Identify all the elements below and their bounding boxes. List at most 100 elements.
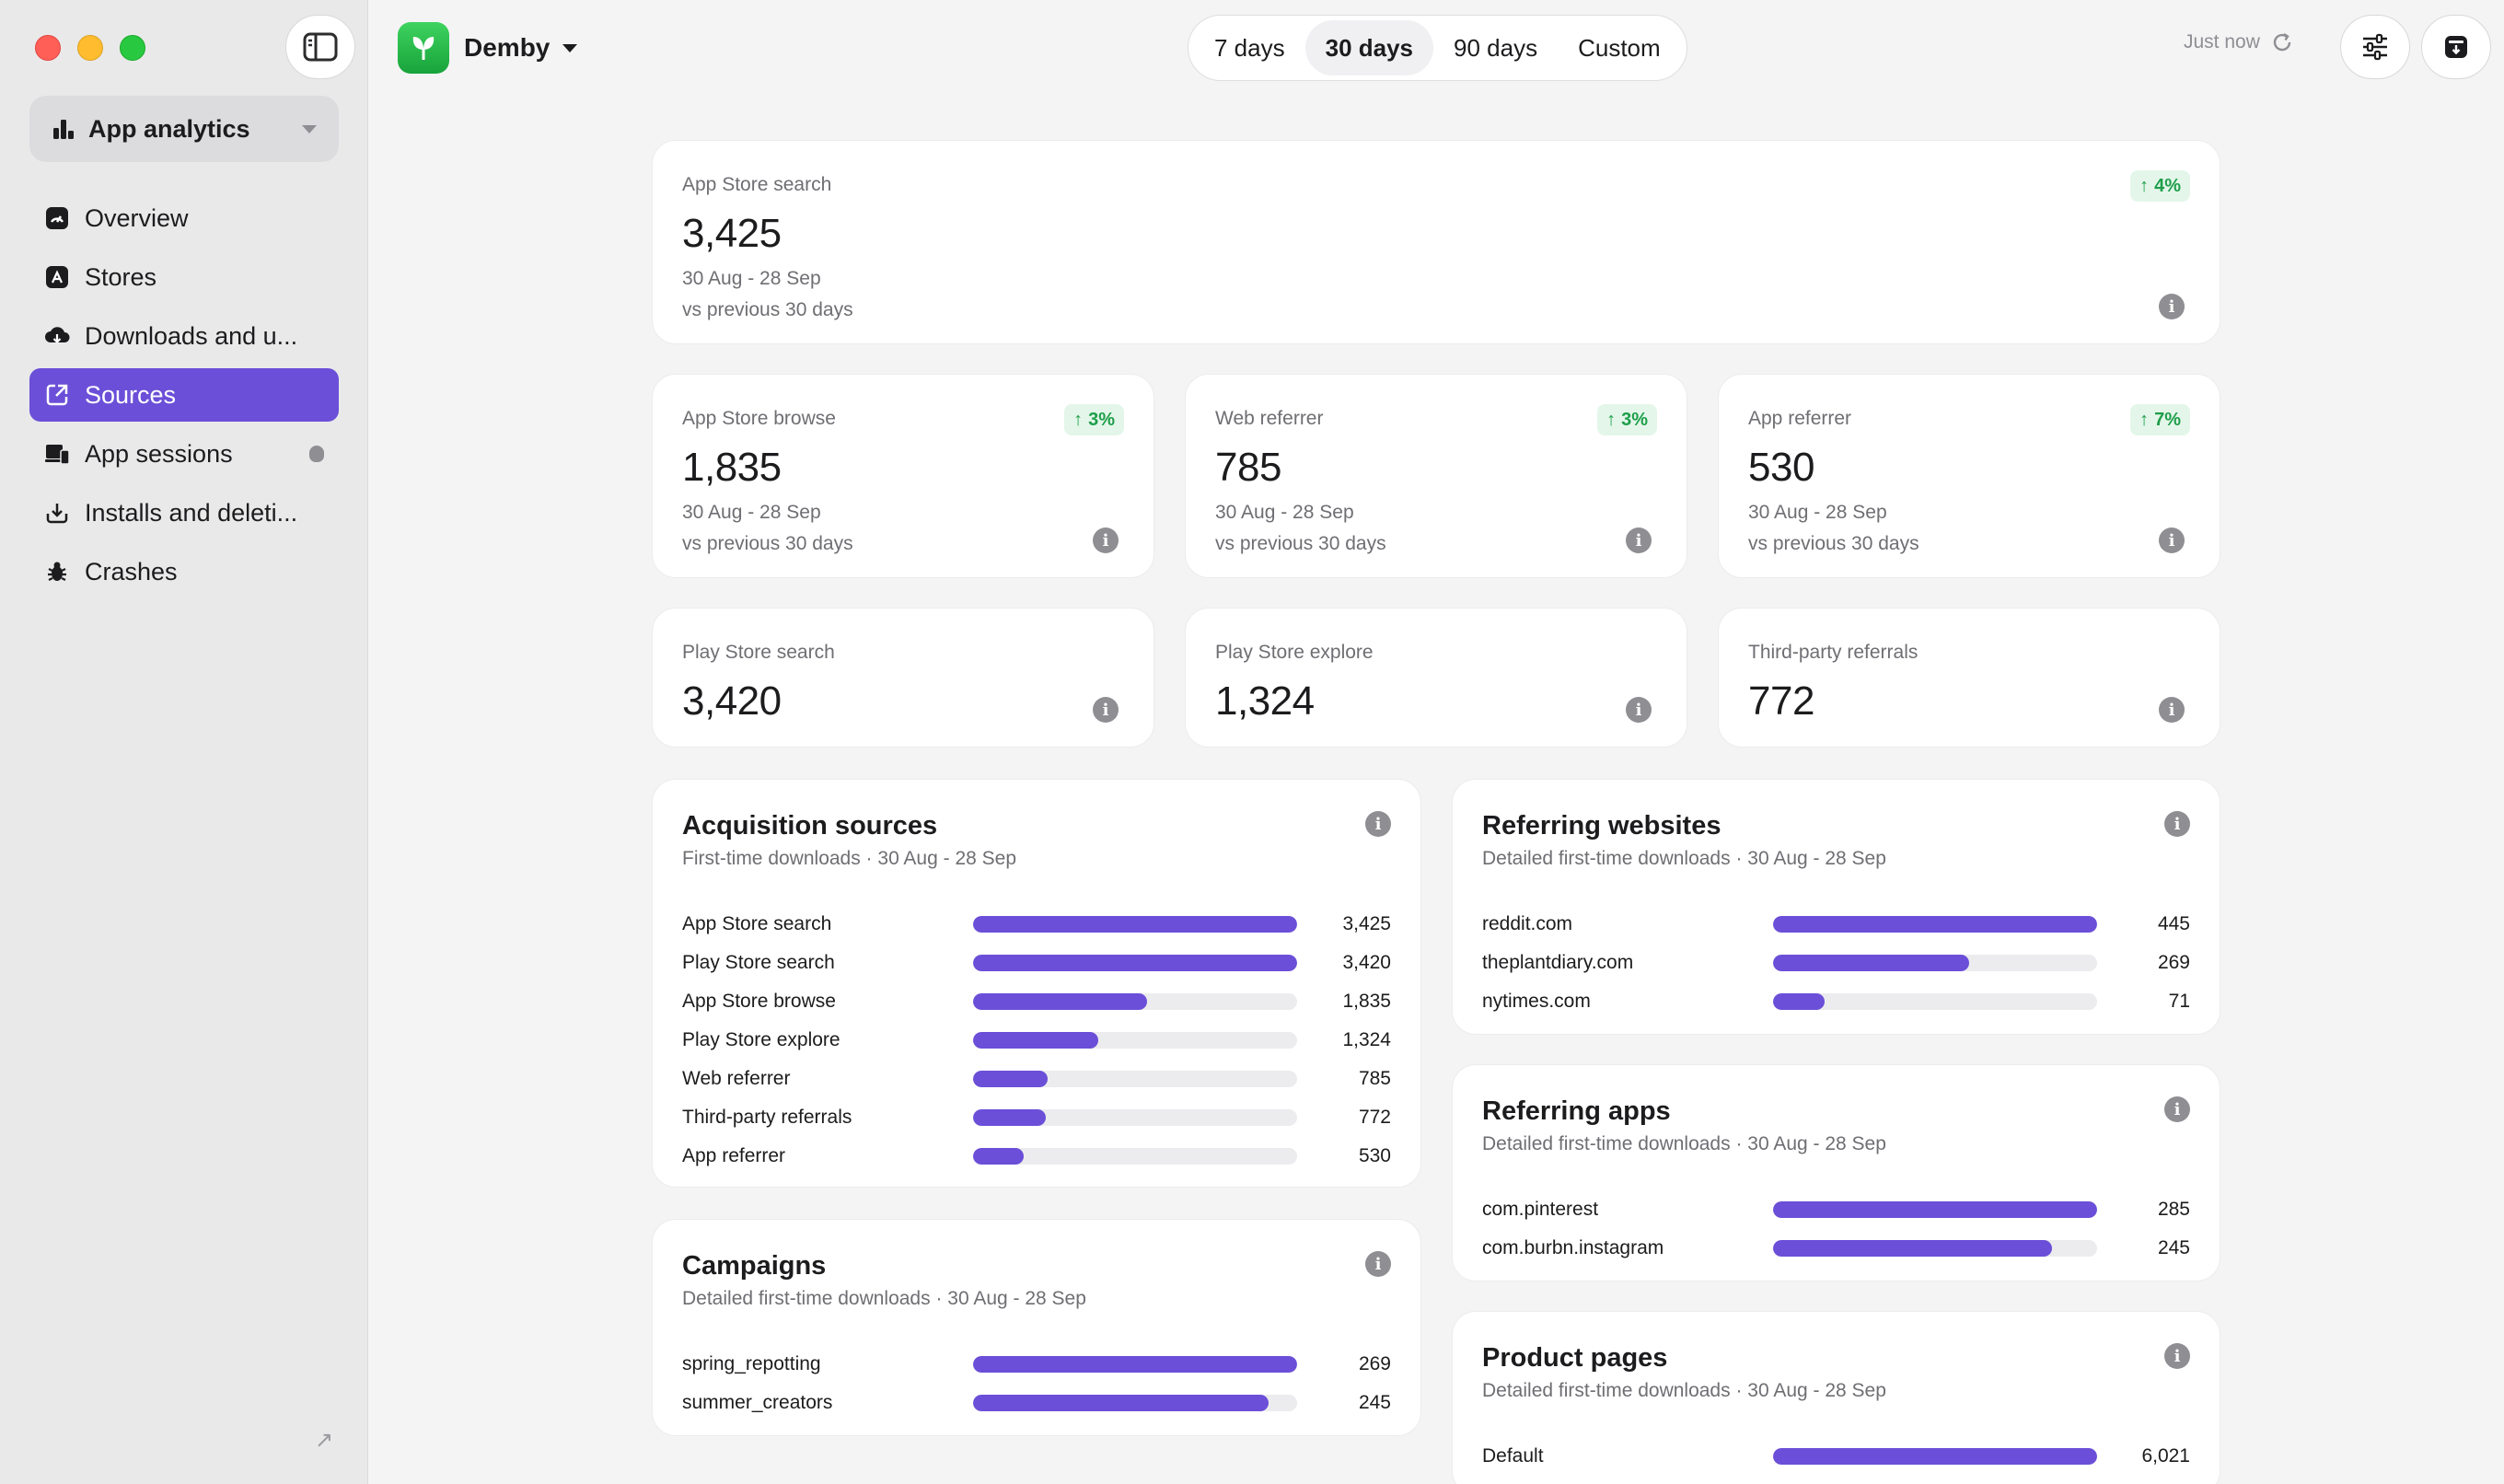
list-item[interactable]: com.burbn.instagram 245 — [1482, 1229, 2190, 1268]
refresh-icon — [2273, 32, 2291, 52]
archive-button[interactable] — [2421, 15, 2491, 79]
range-90-days[interactable]: 90 days — [1454, 33, 1538, 62]
range-custom[interactable]: Custom — [1578, 33, 1661, 62]
row-value: 1,324 — [1342, 1029, 1391, 1050]
list-item[interactable]: summer_creators 245 — [682, 1384, 1391, 1422]
metric-card-play-store-search[interactable]: Play Store search 3,420 i — [652, 608, 1154, 748]
metric-label: Play Store search — [682, 642, 835, 663]
sidebar-item-overview[interactable]: Overview — [29, 191, 339, 245]
arrow-up-icon: ↑ — [1606, 409, 1617, 430]
metric-card-app-referrer[interactable]: App referrer 530 30 Aug - 28 Sep vs prev… — [1718, 374, 2220, 578]
change-badge: ↑ 7% — [2130, 404, 2190, 435]
sidebar-item-installs[interactable]: Installs and deleti... — [29, 486, 339, 539]
info-icon[interactable]: i — [2164, 811, 2190, 837]
list-item[interactable]: com.pinterest 285 — [1482, 1190, 2190, 1229]
sidebar-item-app-sessions[interactable]: App sessions — [29, 427, 339, 481]
list-item[interactable]: Default 6,021 — [1482, 1437, 2190, 1476]
list-item[interactable]: Web referrer 785 — [682, 1060, 1391, 1098]
bar-fill — [1773, 1201, 2097, 1218]
row-label: Play Store search — [682, 952, 835, 973]
list-item[interactable]: reddit.com 445 — [1482, 905, 2190, 944]
info-icon[interactable]: i — [1093, 528, 1119, 553]
list-item[interactable]: App Store search 3,425 — [682, 905, 1391, 944]
info-icon[interactable]: i — [2159, 697, 2185, 723]
sidebar-item-sources[interactable]: Sources — [29, 368, 339, 422]
info-icon[interactable]: i — [2159, 528, 2185, 553]
row-value: 269 — [1358, 1353, 1391, 1374]
change-value: 7% — [2154, 409, 2181, 430]
list-item[interactable]: spring_repotting 269 — [682, 1345, 1391, 1384]
bar-fill — [973, 993, 1147, 1010]
metric-comparison: vs previous 30 days — [682, 533, 853, 554]
row-value: 269 — [2157, 952, 2190, 973]
bar-track — [1773, 955, 2097, 971]
sidebar-item-stores[interactable]: Stores — [29, 250, 339, 304]
panel-subtitle: Detailed first-time downloads · 30 Aug -… — [1482, 1380, 1886, 1401]
range-30-days[interactable]: 30 days — [1304, 20, 1434, 75]
change-badge: ↑ 3% — [1597, 404, 1657, 435]
bar-track — [1773, 993, 2097, 1010]
metric-card-web-referrer[interactable]: Web referrer 785 30 Aug - 28 Sep vs prev… — [1185, 374, 1687, 578]
bar-fill — [973, 1356, 1297, 1373]
bar-fill — [1773, 993, 1826, 1010]
close-window-button[interactable] — [35, 35, 61, 61]
metric-value: 530 — [1748, 445, 1814, 490]
metric-card-play-store-explore[interactable]: Play Store explore 1,324 i — [1185, 608, 1687, 748]
bar-list: App Store search 3,425 Play Store search 3,… — [682, 905, 1391, 1176]
metric-card-app-store-search[interactable]: App Store search 3,425 30 Aug - 28 Sep v… — [652, 140, 2220, 344]
range-7-days[interactable]: 7 days — [1214, 33, 1285, 62]
zoom-window-button[interactable] — [120, 35, 145, 61]
metric-value: 785 — [1215, 445, 1281, 490]
overview-icon — [44, 205, 70, 231]
minimize-window-button[interactable] — [77, 35, 103, 61]
bar-fill — [1773, 955, 1969, 971]
list-item[interactable]: App referrer 530 — [682, 1137, 1391, 1176]
expand-arrow-icon[interactable]: ↗ — [315, 1428, 334, 1453]
list-item[interactable]: App Store browse 1,835 — [682, 982, 1391, 1021]
panel-subtitle: First-time downloads · 30 Aug - 28 Sep — [682, 848, 1017, 869]
metric-card-app-store-browse[interactable]: App Store browse 1,835 30 Aug - 28 Sep v… — [652, 374, 1154, 578]
row-label: com.burbn.instagram — [1482, 1237, 1664, 1258]
metric-comparison: vs previous 30 days — [1215, 533, 1386, 554]
sidebar-item-downloads[interactable]: Downloads and u... — [29, 309, 339, 363]
app-switcher[interactable]: Demby — [398, 22, 578, 74]
metric-value: 1,324 — [1215, 678, 1315, 724]
devices-icon — [44, 441, 70, 467]
sidebar-toggle-button[interactable] — [285, 15, 355, 79]
metric-date-range: 30 Aug - 28 Sep — [682, 268, 821, 289]
metric-comparison: vs previous 30 days — [1748, 533, 1919, 554]
archive-icon — [2445, 36, 2467, 58]
refresh-status[interactable]: Just now — [2184, 31, 2293, 53]
list-item[interactable]: Play Store search 3,420 — [682, 944, 1391, 982]
info-icon[interactable]: i — [1626, 528, 1652, 553]
list-item[interactable]: Third-party referrals 772 — [682, 1098, 1391, 1137]
row-label: spring_repotting — [682, 1353, 821, 1374]
row-label: nytimes.com — [1482, 991, 1591, 1012]
row-label: App Store search — [682, 913, 832, 934]
info-icon[interactable]: i — [2164, 1096, 2190, 1122]
bar-fill — [1773, 1448, 2097, 1465]
info-icon[interactable]: i — [2159, 294, 2185, 319]
info-icon[interactable]: i — [2164, 1343, 2190, 1369]
bar-track — [973, 916, 1297, 933]
list-item[interactable]: Play Store explore 1,324 — [682, 1021, 1391, 1060]
sidebar-nav: Overview Stores Downloads and u... Sourc… — [29, 191, 339, 604]
filters-button[interactable] — [2340, 15, 2410, 79]
download-cloud-icon — [44, 323, 70, 349]
info-icon[interactable]: i — [1365, 811, 1391, 837]
sidebar-item-label: Downloads and u... — [85, 321, 298, 350]
bar-fill — [973, 916, 1297, 933]
section-selector[interactable]: App analytics — [29, 96, 339, 162]
row-label: Default — [1482, 1445, 1544, 1467]
list-item[interactable]: theplantdiary.com 269 — [1482, 944, 2190, 982]
sidebar: App analytics Overview Stores Downloads … — [0, 0, 368, 1484]
metric-card-third-party-referrals[interactable]: Third-party referrals 772 i — [1718, 608, 2220, 748]
sidebar-item-label: Overview — [85, 203, 189, 232]
info-icon[interactable]: i — [1093, 697, 1119, 723]
sidebar-item-crashes[interactable]: Crashes — [29, 545, 339, 598]
info-icon[interactable]: i — [1626, 697, 1652, 723]
info-icon[interactable]: i — [1365, 1251, 1391, 1277]
list-item[interactable]: nytimes.com 71 — [1482, 982, 2190, 1021]
change-value: 3% — [1088, 409, 1115, 430]
metric-label: App referrer — [1748, 408, 1852, 429]
